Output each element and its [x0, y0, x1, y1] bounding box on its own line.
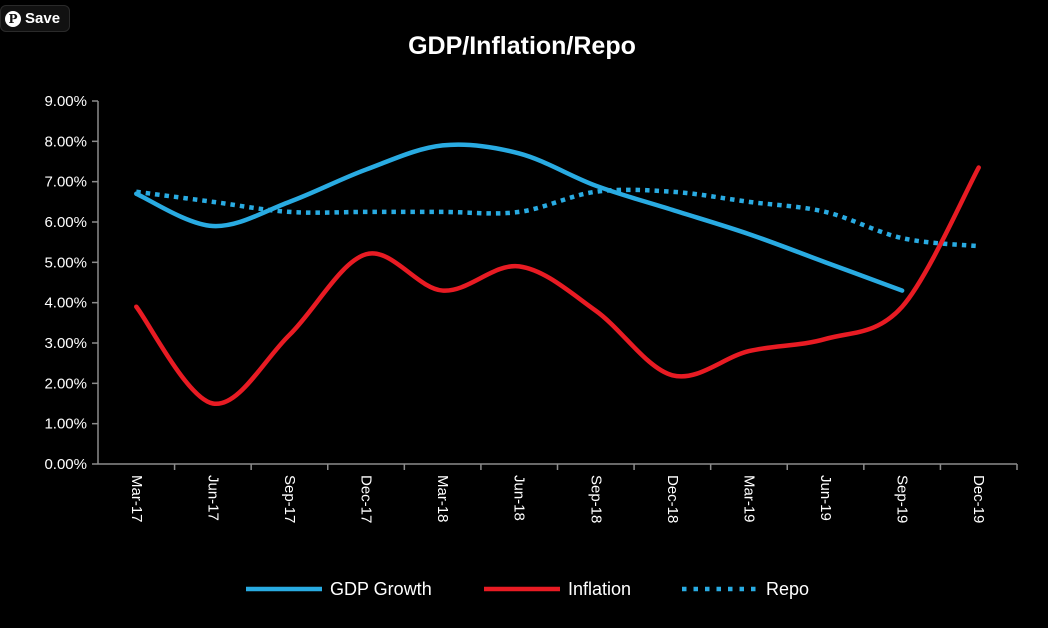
chart-legend: GDP Growth Inflation Repo: [246, 579, 809, 599]
chart-title: GDP/Inflation/Repo: [408, 32, 636, 60]
series-line-inflation: [134, 165, 981, 406]
y-tick-label: 1.00%: [44, 416, 87, 433]
y-tick-label: 3.00%: [44, 335, 87, 352]
y-tick-label: 6.00%: [44, 214, 87, 231]
legend-label: Repo: [766, 579, 809, 599]
x-tick-label: Mar-17: [128, 475, 145, 523]
x-tick-label: Dec-17: [358, 475, 375, 523]
x-tick-label: Jun-19: [817, 475, 834, 521]
x-tick-label: Sep-19: [894, 475, 911, 523]
x-tick-label: Jun-17: [204, 475, 221, 521]
x-tick-label: Dec-19: [970, 475, 987, 523]
save-button-label: Save: [25, 10, 61, 27]
x-tick-label: Dec-18: [664, 475, 681, 523]
legend-label: GDP Growth: [330, 579, 432, 599]
y-tick-label: 8.00%: [44, 133, 87, 150]
y-tick-label: 0.00%: [44, 456, 87, 473]
x-tick-label: Sep-18: [587, 475, 604, 523]
y-tick-label: 9.00%: [44, 93, 87, 110]
x-tick-label: Mar-18: [434, 475, 451, 523]
series-line-repo: [135, 187, 979, 249]
save-button[interactable]: P Save: [0, 5, 71, 32]
y-tick-label: 7.00%: [44, 174, 87, 191]
pinterest-icon: P: [5, 10, 21, 27]
x-tick-label: Mar-19: [740, 475, 757, 523]
chart-axes: 0.00% 1.00% 2.00% 3.00% 4.00% 5.00% 6.00% 7.00%…: [44, 93, 1018, 523]
x-tick-label: Jun-18: [511, 475, 528, 521]
series-line-gdp-growth: [134, 142, 905, 293]
y-tick-label: 5.00%: [44, 254, 87, 271]
legend-label: Inflation: [568, 579, 631, 599]
y-tick-label: 4.00%: [44, 295, 87, 312]
x-tick-label: Sep-17: [281, 475, 298, 523]
chart-series: [134, 142, 981, 406]
y-tick-label: 2.00%: [44, 375, 87, 392]
